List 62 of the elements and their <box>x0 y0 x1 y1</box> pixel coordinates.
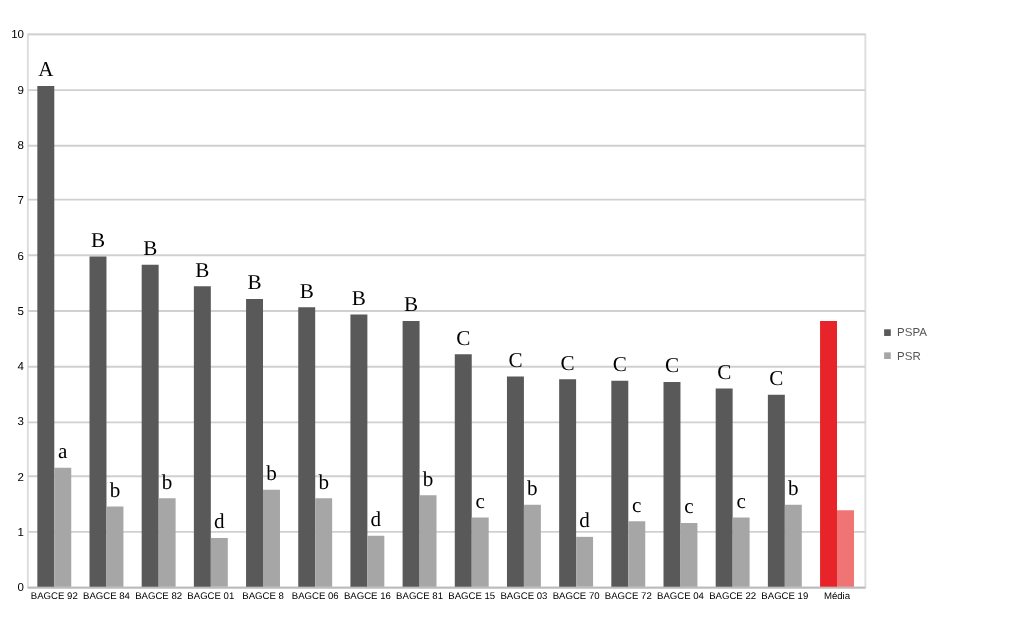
bar <box>576 536 594 587</box>
annotation: C <box>664 356 680 379</box>
bar <box>315 498 333 587</box>
bar <box>559 379 577 587</box>
annotation: b <box>266 464 277 487</box>
bar <box>419 495 437 587</box>
annotation: B <box>351 288 366 311</box>
bar <box>837 510 854 587</box>
bar <box>611 380 629 587</box>
annotation: B <box>195 260 210 283</box>
bar <box>210 537 228 587</box>
bar <box>820 321 838 587</box>
annotation: b <box>318 472 329 495</box>
bar <box>523 504 541 587</box>
bar <box>680 523 698 587</box>
bar <box>663 381 681 587</box>
bar <box>193 286 211 587</box>
annotation: b <box>527 479 538 502</box>
annotation: b <box>109 480 121 503</box>
bar <box>715 388 733 587</box>
annotation: d <box>214 512 227 535</box>
annotation: C <box>769 369 784 392</box>
bar <box>158 498 176 587</box>
annotation: B <box>299 281 314 304</box>
annotation: d <box>579 511 592 534</box>
bar <box>37 85 55 587</box>
annotation: A <box>38 60 55 83</box>
bar <box>106 506 124 587</box>
annotation: b <box>788 479 799 502</box>
annotation: c <box>684 497 695 520</box>
bar <box>506 376 524 587</box>
annotation: B <box>404 295 419 318</box>
bar <box>471 517 489 587</box>
bar <box>784 504 802 587</box>
annotation: c <box>736 491 747 514</box>
bar <box>89 256 107 587</box>
bar <box>732 517 750 587</box>
bar <box>454 354 472 587</box>
annotation: d <box>370 510 383 533</box>
annotation: C <box>560 353 575 376</box>
bar <box>350 314 368 587</box>
bar <box>54 467 72 587</box>
bar <box>767 394 785 587</box>
bar <box>367 535 385 587</box>
bar <box>402 321 420 587</box>
annotation: a <box>58 442 69 465</box>
annotation: B <box>143 239 158 262</box>
bar <box>246 298 264 587</box>
annotation: B <box>90 230 106 253</box>
annotation: C <box>508 350 523 373</box>
bar <box>628 521 646 587</box>
bar <box>263 489 280 587</box>
bar <box>298 307 316 587</box>
annotation: C <box>612 355 627 378</box>
bar <box>141 264 159 587</box>
annotation: B <box>247 273 262 296</box>
annotation: b <box>161 472 173 495</box>
annotation: c <box>632 495 643 518</box>
annotation: b <box>422 469 434 492</box>
annotation: C <box>456 328 471 351</box>
annotation: c <box>475 491 486 514</box>
annotation: C <box>717 362 732 385</box>
